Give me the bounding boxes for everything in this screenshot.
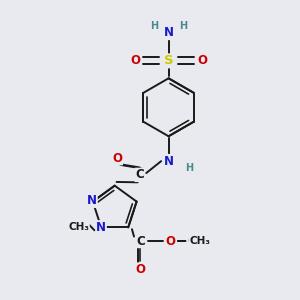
Text: O: O	[165, 235, 176, 248]
Text: N: N	[87, 194, 97, 207]
Text: H: H	[178, 20, 187, 31]
Text: N: N	[164, 26, 174, 40]
Text: O: O	[112, 152, 122, 165]
Text: CH₃: CH₃	[189, 236, 210, 246]
Text: S: S	[164, 54, 173, 67]
Text: O: O	[197, 54, 207, 67]
Text: H: H	[185, 163, 193, 173]
Text: C: C	[135, 168, 144, 182]
Text: O: O	[187, 235, 197, 248]
Text: N: N	[96, 221, 106, 234]
Text: CH₃: CH₃	[68, 222, 89, 232]
Text: H: H	[150, 20, 158, 31]
Text: C: C	[136, 235, 145, 248]
Text: O: O	[130, 54, 140, 67]
Text: O: O	[136, 263, 146, 276]
Text: N: N	[164, 154, 174, 168]
